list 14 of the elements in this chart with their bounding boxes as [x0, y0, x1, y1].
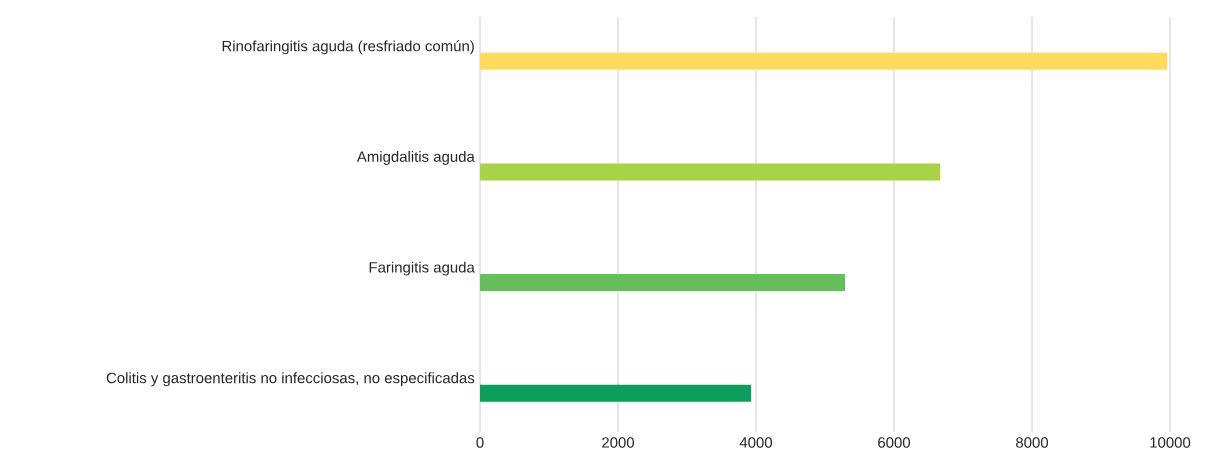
y-tick-label: Amigdalitis aguda	[356, 150, 475, 165]
bar	[480, 384, 752, 402]
x-tick-label: 0	[476, 437, 484, 448]
y-tick-label: Rinofaringitis aguda (resfriado común)	[222, 40, 474, 55]
x-tick-label: 10000	[1150, 437, 1191, 448]
x-tick-label: 4000	[739, 437, 773, 448]
y-tick-label: Colitis y gastroenteritis no infecciosas, no especificadas	[106, 372, 475, 387]
y-tick-label: Faringitis aguda	[369, 261, 475, 276]
bar	[480, 52, 1168, 70]
bar	[480, 274, 846, 292]
x-tick-label: 2000	[602, 437, 635, 448]
x-tick-label: 6000	[878, 437, 911, 448]
x-tick-label: 8000	[1016, 437, 1049, 448]
bar	[480, 163, 941, 181]
